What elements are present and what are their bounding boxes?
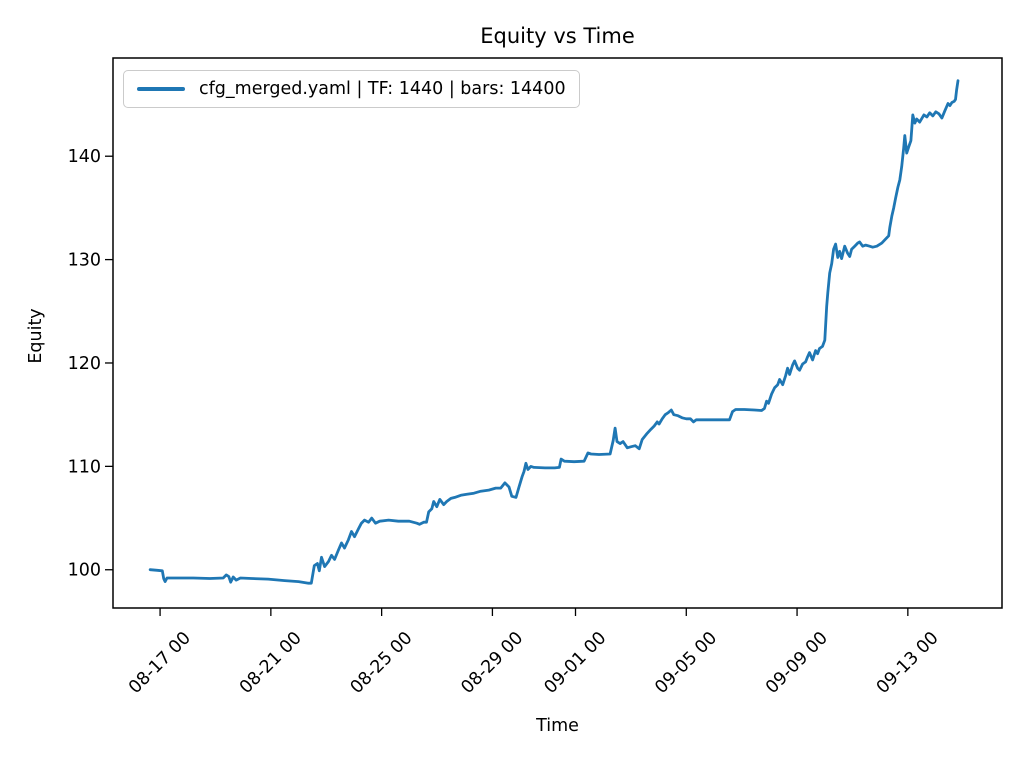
x-tick-label: 08-25 00 — [347, 628, 417, 698]
y-tick-label: 140 — [68, 147, 101, 167]
y-tick-label: 120 — [68, 354, 101, 374]
chart-title: Equity vs Time — [480, 24, 635, 48]
x-tick-label: 08-29 00 — [458, 628, 528, 698]
equity-line-series — [148, 79, 960, 585]
legend-label: cfg_merged.yaml | TF: 1440 | bars: 14400 — [199, 79, 566, 99]
y-tick-label: 110 — [68, 457, 101, 477]
x-axis-label: Time — [536, 716, 579, 736]
x-tick-label: 09-05 00 — [651, 628, 721, 698]
x-tick-label: 09-01 00 — [541, 628, 611, 698]
y-tick-label: 100 — [68, 561, 101, 581]
x-tick-label: 08-21 00 — [236, 628, 306, 698]
axes-spines — [112, 57, 1003, 609]
x-tick-label: 09-13 00 — [873, 628, 943, 698]
legend: cfg_merged.yaml | TF: 1440 | bars: 14400 — [123, 70, 580, 108]
x-tick-label: 09-09 00 — [762, 628, 832, 698]
legend-line-sample-icon — [137, 87, 185, 91]
y-tick-label: 130 — [68, 251, 101, 271]
x-tick-label: 08-17 00 — [125, 628, 195, 698]
